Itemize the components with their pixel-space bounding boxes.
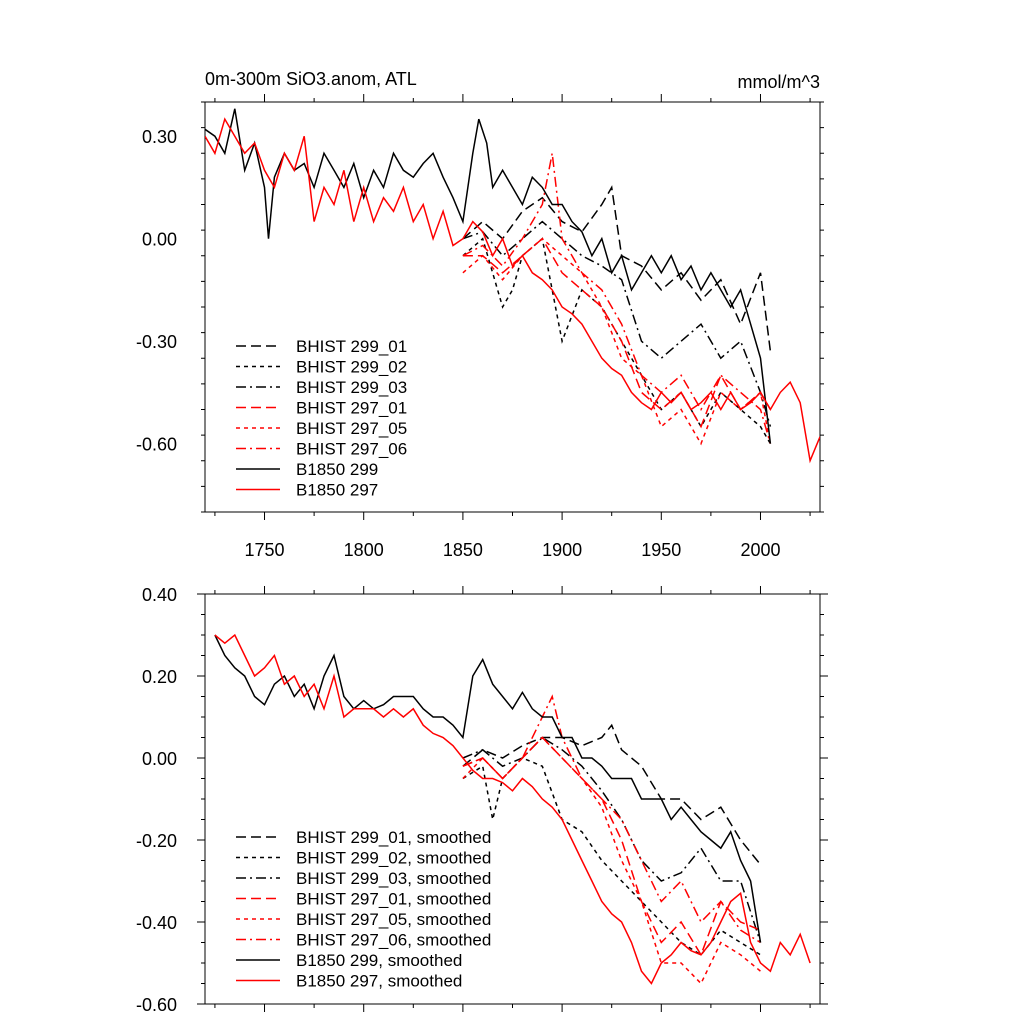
bottom-ytick-label: -0.60 (136, 995, 177, 1015)
bottom-series-line (462, 736, 761, 957)
panel-bottom: 0.40 0.20 0.00 -0.20 -0.40 -0.60 BHIST 299_01… (136, 585, 828, 1015)
top-series (205, 108, 820, 464)
top-legend-label: BHIST 299_02 (296, 358, 407, 377)
top-series-line (462, 153, 772, 444)
top-xtick-label: 1850 (443, 540, 483, 560)
top-xtick-label: 1950 (641, 540, 681, 560)
bottom-ytick-label: 0.20 (142, 667, 177, 687)
bottom-series-line (462, 736, 761, 985)
top-ytick-label: 0.00 (142, 230, 177, 250)
top-series-line (462, 237, 772, 429)
bottom-ytick-label: -0.20 (136, 831, 177, 851)
top-xtick-label: 2000 (740, 540, 780, 560)
bottom-legend-label: B1850 297, smoothed (296, 972, 462, 991)
bottom-ytick-label: 0.00 (142, 749, 177, 769)
bottom-legend-label: BHIST 299_03, smoothed (296, 869, 491, 888)
top-legend-label: BHIST 297_06 (296, 440, 407, 459)
top-ytick-label: -0.60 (136, 435, 177, 455)
bottom-legend-label: BHIST 297_05, smoothed (296, 910, 491, 929)
top-xtick-label: 1900 (542, 540, 582, 560)
bottom-legend: BHIST 299_01, smoothed BHIST 299_02, smoo… (236, 828, 491, 991)
top-title-right: mmol/m^3 (738, 72, 820, 92)
top-xtick-label: 1750 (244, 540, 284, 560)
top-ytick-label: 0.30 (142, 127, 177, 147)
bottom-ytick-label: 0.40 (142, 585, 177, 605)
bottom-ticks: 0.40 0.20 0.00 -0.20 -0.40 -0.60 (136, 585, 828, 1015)
bottom-ytick-label: -0.40 (136, 913, 177, 933)
top-series-line (462, 237, 772, 445)
bottom-series-line (462, 736, 762, 943)
bottom-legend-label: BHIST 297_06, smoothed (296, 931, 491, 950)
bottom-series (214, 633, 811, 985)
top-xtick-label: 1800 (344, 540, 384, 560)
top-series-line (462, 237, 772, 446)
panel-top: 0m-300m SiO3.anom, ATL mmol/m^3 1750 1800… (136, 69, 824, 560)
top-legend-label: BHIST 299_01 (296, 337, 407, 356)
top-series-line (205, 117, 820, 464)
top-ticks: 1750 1800 1850 1900 1950 2000 0.30 0.00 -0.30 -0.… (136, 94, 824, 560)
top-series-line (462, 185, 772, 352)
top-legend-label: BHIST 297_01 (296, 399, 407, 418)
top-ytick-label: -0.30 (136, 332, 177, 352)
bottom-legend-label: BHIST 299_01, smoothed (296, 828, 491, 847)
bottom-legend-label: BHIST 297_01, smoothed (296, 890, 491, 909)
top-legend-label: B1850 297 (296, 481, 378, 500)
top-series-line (462, 220, 772, 427)
bottom-series-line (462, 723, 762, 866)
bottom-series-line (214, 633, 811, 985)
top-legend-label: B1850 299 (296, 460, 378, 479)
top-series-line (205, 108, 772, 444)
bottom-legend-label: B1850 299, smoothed (296, 951, 462, 970)
top-legend-label: BHIST 299_03 (296, 378, 407, 397)
bottom-legend-label: BHIST 299_02, smoothed (296, 849, 491, 868)
top-legend-label: BHIST 297_05 (296, 419, 407, 438)
bottom-series-line (214, 634, 762, 943)
top-title-left: 0m-300m SiO3.anom, ATL (205, 69, 417, 89)
bottom-series-line (462, 694, 761, 944)
